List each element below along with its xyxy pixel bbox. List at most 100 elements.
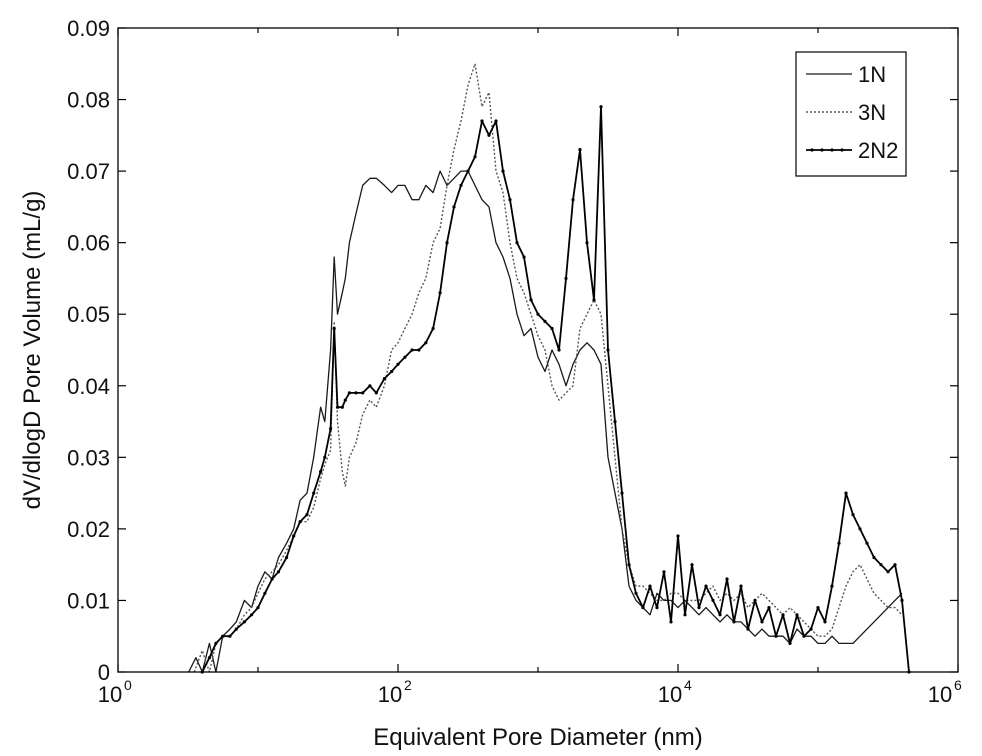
y-axis-title: dV/dlogD Pore Volume (mL/g) [19,191,46,510]
series-point-2N2 [396,362,400,366]
series-point-2N2 [347,391,351,395]
series-point-2N2 [718,613,722,617]
series-point-2N2 [571,198,575,202]
x-tick-label-base: 10 [378,682,402,707]
series-point-2N2 [676,534,680,538]
series-point-2N2 [872,555,876,560]
series-point-2N2 [781,613,785,617]
x-axis-title: Equivalent Pore Diameter (nm) [373,724,702,751]
series-point-2N2 [242,620,246,624]
series-point-2N2 [438,291,442,295]
series-point-2N2 [410,348,414,352]
series-point-2N2 [788,641,792,646]
series-point-2N2 [732,620,736,624]
series-point-2N2 [851,513,855,517]
series-point-2N2 [529,298,533,302]
series-point-2N2 [802,634,806,638]
y-tick-label: 0.02 [67,517,110,542]
series-point-2N2 [305,513,309,517]
series-point-2N2 [234,627,238,631]
series-point-2N2 [340,405,344,409]
y-tick-label: 0 [98,660,110,685]
series-point-2N2 [557,348,561,352]
series-point-2N2 [214,641,218,646]
series-point-2N2 [739,584,743,588]
series-point-2N2 [390,369,394,374]
series-point-2N2 [606,348,610,352]
series-point-2N2 [641,606,645,610]
legend-label-2N2: 2N2 [858,138,898,163]
series-point-2N2 [760,620,764,624]
series-point-2N2 [858,527,862,531]
series-point-2N2 [480,119,484,123]
series-point-2N2 [508,198,512,202]
series-point-2N2 [697,606,701,610]
series-point-2N2 [332,326,336,331]
series-point-2N2 [648,584,652,588]
x-tick-label-exponent: 0 [124,677,132,693]
series-point-2N2 [592,298,596,302]
series-point-2N2 [893,563,897,567]
y-tick-label: 0.03 [67,445,110,470]
series-point-2N2 [795,613,799,617]
series-point-2N2 [816,606,820,610]
series-point-2N2 [550,326,554,331]
y-tick-label: 0.07 [67,159,110,184]
series-point-2N2 [298,520,302,524]
series-point-2N2 [564,276,568,280]
series-point-2N2 [335,405,340,409]
series-point-2N2 [753,598,757,603]
series-point-2N2 [683,613,687,617]
legend-marker-2N2 [810,148,814,152]
series-point-2N2 [323,455,327,459]
series-point-2N2 [501,169,505,173]
series-point-2N2 [285,555,289,560]
series-point-2N2 [424,341,428,345]
series-point-2N2 [445,241,449,245]
series-point-2N2 [578,148,582,152]
x-tick-label-exponent: 6 [954,677,962,693]
series-point-2N2 [599,105,603,109]
series-point-2N2 [312,491,316,495]
series-point-2N2 [865,541,869,545]
series-point-2N2 [228,634,232,638]
series-point-2N2 [361,391,365,395]
series-point-2N2 [374,391,378,395]
series-point-2N2 [452,205,456,209]
series-point-2N2 [276,570,281,574]
series-point-2N2 [886,570,890,574]
series-point-2N2 [879,563,883,567]
series-point-2N2 [250,613,254,617]
x-tick-label-base: 10 [928,682,952,707]
series-point-2N2 [690,563,694,567]
y-tick-label: 0.06 [67,231,110,256]
legend-label-1N: 1N [858,62,886,87]
series-line-1N [188,170,903,673]
series-point-2N2 [774,634,778,638]
series-point-2N2 [473,155,477,159]
y-tick-label: 0.01 [67,588,110,613]
series-point-2N2 [655,606,659,610]
series-point-2N2 [207,656,211,660]
series-point-2N2 [431,326,435,331]
series-point-2N2 [704,584,708,588]
x-tick-label-base: 10 [98,682,122,707]
legend-marker-2N2 [840,148,844,152]
series-point-2N2 [662,570,666,574]
x-tick-label-base: 10 [658,682,682,707]
series-layer [188,63,911,674]
series-point-2N2 [515,241,519,245]
series-point-2N2 [292,534,296,538]
x-tick-label-exponent: 4 [684,677,692,693]
series-point-2N2 [459,183,463,187]
legend-label-3N: 3N [858,100,886,125]
series-point-2N2 [627,563,631,567]
series-point-2N2 [343,398,347,402]
series-point-2N2 [634,591,638,595]
series-point-2N2 [844,491,848,495]
series-point-2N2 [382,377,386,381]
series-point-2N2 [809,627,813,631]
series-point-2N2 [522,255,526,259]
series-point-2N2 [669,620,673,624]
